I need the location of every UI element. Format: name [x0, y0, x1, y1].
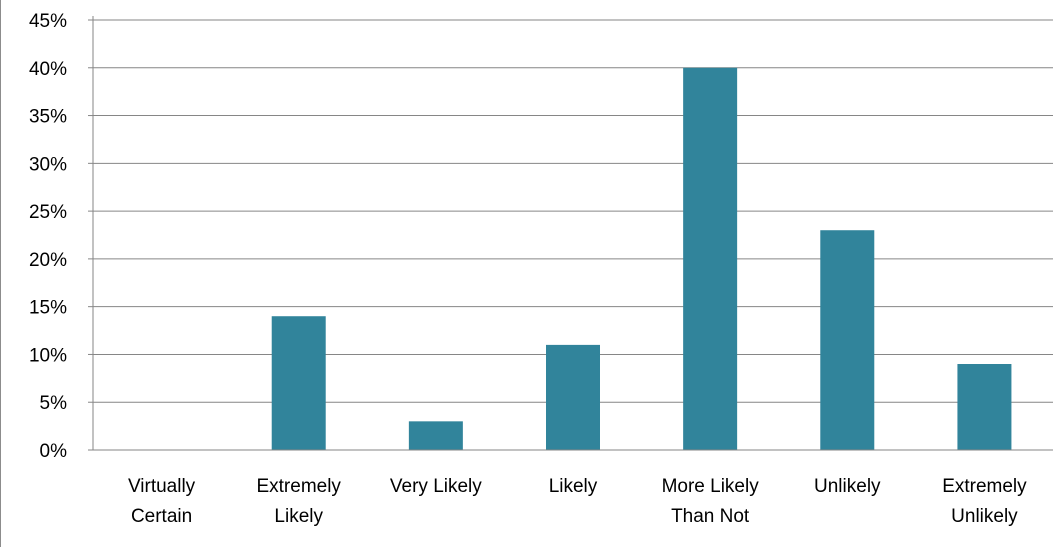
x-tick-label: Unlikely	[814, 476, 881, 497]
bar	[683, 67, 738, 451]
x-tick-label: Unlikely	[951, 506, 1018, 527]
y-tick-label: 20%	[29, 250, 67, 271]
y-tick-label: 15%	[29, 298, 67, 319]
gridlines	[93, 19, 1053, 403]
bars	[271, 67, 1012, 451]
y-tick-label: 35%	[29, 107, 67, 128]
y-tick-label: 10%	[29, 345, 67, 366]
axes	[88, 16, 1053, 451]
x-tick-label: Very Likely	[390, 476, 482, 497]
y-tick-label: 45%	[29, 11, 67, 32]
x-tick-label: Extremely	[942, 476, 1027, 497]
bar	[271, 316, 326, 450]
bar	[408, 421, 463, 450]
x-tick-labels: Virtually Certain Extremely Likely Very Like…	[128, 476, 1027, 527]
x-tick-label: Extremely	[256, 476, 341, 497]
x-tick-label: Likely	[274, 506, 323, 527]
bar	[820, 230, 875, 450]
bar	[957, 364, 1012, 450]
y-tick-label: 25%	[29, 202, 67, 223]
y-tick-label: 5%	[40, 393, 68, 414]
x-tick-label: Certain	[131, 506, 192, 527]
y-tick-label: 30%	[29, 154, 67, 175]
y-tick-label: 40%	[29, 59, 67, 80]
y-tick-labels: 0% 5% 10% 15% 20% 25% 30% 35% 40% 45%	[29, 11, 67, 462]
bar	[546, 344, 600, 450]
x-tick-label: Than Not	[671, 506, 750, 527]
x-tick-label: Virtually	[128, 476, 196, 497]
y-tick-label: 0%	[40, 441, 68, 462]
x-tick-label: Likely	[549, 476, 598, 497]
x-tick-label: More Likely	[662, 476, 760, 497]
